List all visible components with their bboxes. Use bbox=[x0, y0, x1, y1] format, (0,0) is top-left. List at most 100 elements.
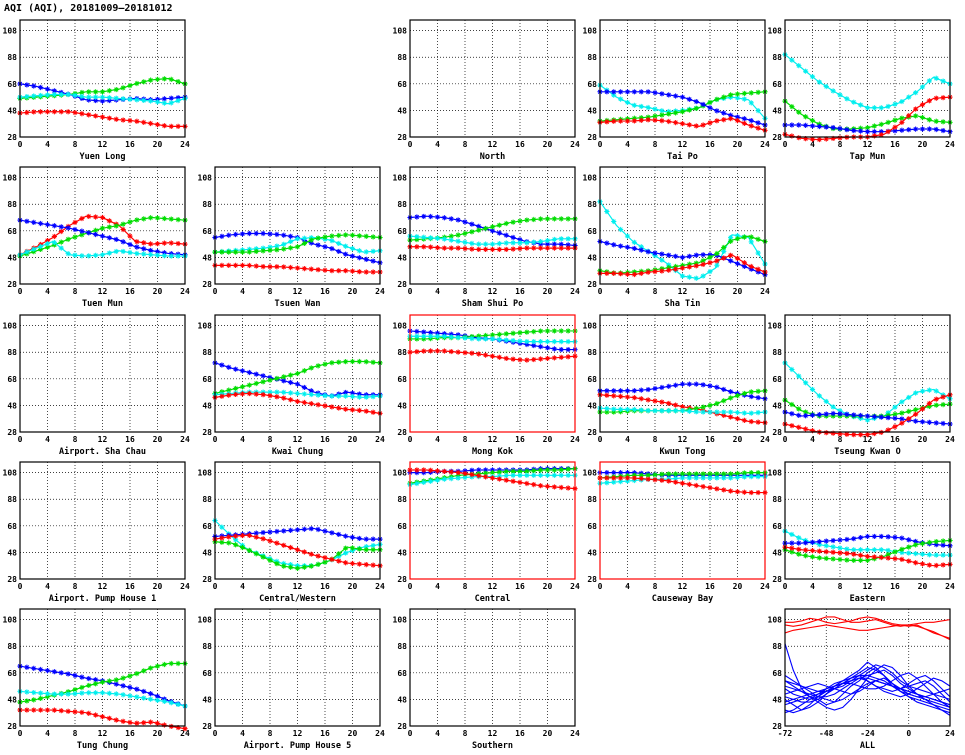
data-point-blue bbox=[864, 533, 871, 540]
data-point-green bbox=[239, 249, 246, 255]
data-point-green bbox=[707, 99, 713, 106]
data-point-blue bbox=[892, 534, 898, 540]
data-point-blue bbox=[721, 386, 727, 393]
data-point-blue bbox=[301, 384, 307, 391]
data-point-green bbox=[707, 402, 713, 409]
data-point-red bbox=[871, 430, 877, 437]
plot-frame bbox=[784, 608, 951, 727]
data-point-cyan bbox=[428, 478, 434, 484]
data-point-blue bbox=[686, 381, 692, 387]
data-point-cyan bbox=[79, 253, 85, 259]
y-tick-label: 68 bbox=[7, 522, 17, 531]
data-point-red bbox=[926, 562, 932, 568]
data-point-blue bbox=[707, 252, 713, 258]
y-tick-label: 28 bbox=[7, 722, 17, 731]
data-point-blue bbox=[618, 89, 624, 95]
data-point-green bbox=[631, 472, 637, 478]
data-point-cyan bbox=[476, 241, 482, 247]
data-point-red bbox=[315, 402, 321, 408]
data-point-blue bbox=[260, 373, 266, 379]
data-point-red bbox=[476, 246, 482, 253]
data-point-cyan bbox=[281, 560, 287, 567]
data-point-cyan bbox=[803, 380, 809, 386]
data-point-blue bbox=[428, 330, 434, 336]
data-point-red bbox=[510, 478, 516, 484]
data-point-red bbox=[106, 715, 112, 721]
data-point-cyan bbox=[120, 248, 126, 255]
data-point-green bbox=[253, 551, 259, 557]
data-point-cyan bbox=[308, 391, 314, 398]
data-point-red bbox=[913, 560, 919, 566]
data-point-red bbox=[830, 549, 836, 555]
data-point-blue bbox=[714, 384, 720, 390]
y-tick-label: 68 bbox=[587, 227, 597, 236]
data-point-cyan bbox=[652, 253, 658, 259]
data-point-red bbox=[789, 423, 795, 429]
data-point-red bbox=[161, 123, 167, 129]
data-point-red bbox=[274, 540, 280, 546]
data-point-cyan bbox=[544, 237, 551, 244]
x-tick-label: 20 bbox=[348, 582, 358, 591]
data-point-blue bbox=[878, 129, 884, 135]
y-tick-label: 48 bbox=[202, 548, 212, 557]
y-tick-label: 28 bbox=[202, 280, 212, 289]
data-point-blue bbox=[281, 232, 287, 238]
x-tick-label: 24 bbox=[180, 729, 190, 738]
data-point-red bbox=[127, 719, 133, 726]
data-point-red bbox=[93, 214, 99, 220]
data-point-blue bbox=[864, 413, 871, 419]
data-point-blue bbox=[414, 470, 420, 476]
data-point-cyan bbox=[274, 389, 280, 395]
data-point-red bbox=[830, 135, 836, 142]
data-point-green bbox=[239, 544, 246, 551]
data-point-blue bbox=[31, 665, 37, 671]
data-point-blue bbox=[816, 123, 822, 130]
data-point-green bbox=[714, 400, 720, 407]
y-tick-label: 108 bbox=[583, 469, 598, 478]
data-point-blue bbox=[489, 228, 496, 234]
x-tick-label: 8 bbox=[73, 287, 78, 296]
data-point-green bbox=[363, 359, 369, 365]
data-point-cyan bbox=[31, 93, 37, 99]
data-point-blue bbox=[343, 533, 349, 539]
x-tick-label: 24 bbox=[375, 287, 385, 296]
data-point-cyan bbox=[714, 409, 720, 415]
y-tick-label: 48 bbox=[587, 401, 597, 410]
data-point-cyan bbox=[531, 239, 537, 245]
data-point-red bbox=[288, 264, 294, 271]
data-point-green bbox=[734, 470, 741, 477]
data-point-cyan bbox=[707, 268, 713, 275]
data-point-cyan bbox=[844, 546, 850, 552]
data-point-cyan bbox=[611, 218, 617, 225]
data-point-red bbox=[652, 268, 658, 275]
data-point-cyan bbox=[469, 240, 475, 247]
data-point-red bbox=[414, 467, 420, 473]
data-point-green bbox=[565, 216, 571, 222]
data-point-blue bbox=[462, 468, 468, 474]
data-point-green bbox=[830, 556, 836, 562]
data-point-red bbox=[469, 472, 475, 478]
plot-frame bbox=[599, 19, 766, 138]
x-tick-label: 20 bbox=[918, 140, 928, 149]
data-point-green bbox=[44, 244, 51, 250]
data-point-blue bbox=[899, 535, 905, 541]
data-point-red bbox=[803, 547, 809, 553]
data-point-green bbox=[476, 333, 482, 339]
data-point-red bbox=[837, 550, 843, 556]
x-tick-label: 8 bbox=[838, 582, 843, 591]
x-tick-label: -24 bbox=[860, 729, 875, 738]
plot-frame bbox=[214, 461, 381, 580]
data-point-red bbox=[837, 135, 843, 141]
data-point-red bbox=[638, 396, 644, 402]
data-point-blue bbox=[851, 127, 857, 134]
data-point-red bbox=[441, 348, 447, 354]
data-point-red bbox=[127, 233, 133, 239]
station-label: Airport. Pump House 1 bbox=[49, 593, 156, 604]
data-point-red bbox=[455, 469, 461, 476]
data-point-green bbox=[24, 698, 30, 704]
y-tick-label: 48 bbox=[397, 401, 407, 410]
data-point-blue bbox=[686, 253, 692, 259]
data-point-red bbox=[940, 95, 946, 101]
data-point-blue bbox=[913, 418, 919, 424]
